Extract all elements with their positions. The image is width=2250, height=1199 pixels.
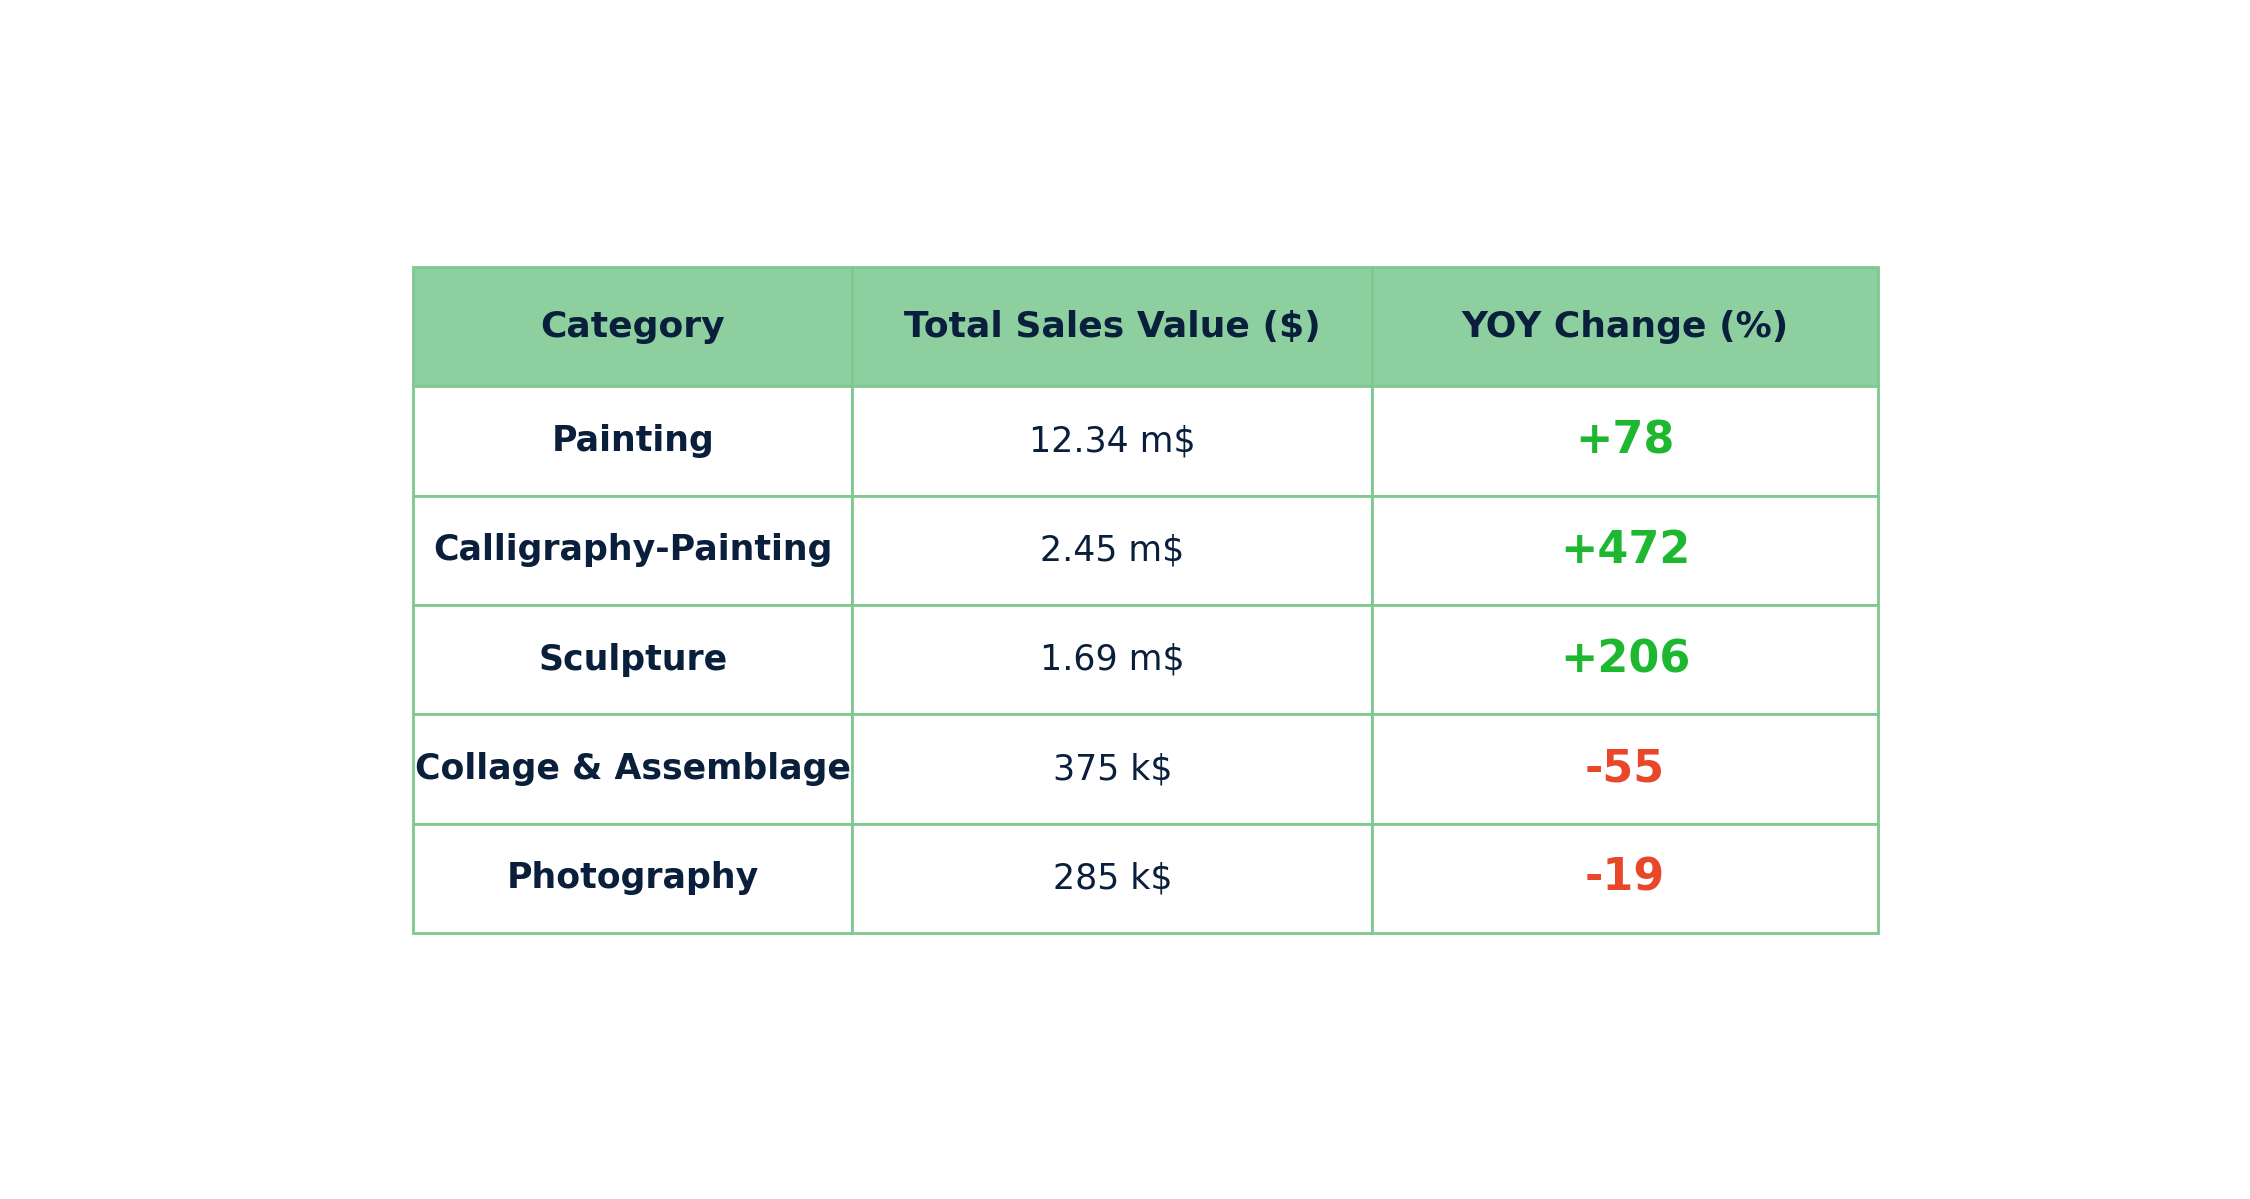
FancyBboxPatch shape xyxy=(853,386,1372,495)
Text: Category: Category xyxy=(540,309,724,344)
Text: Collage & Assemblage: Collage & Assemblage xyxy=(414,752,850,787)
FancyBboxPatch shape xyxy=(1372,267,1879,386)
Text: 12.34 m$: 12.34 m$ xyxy=(1028,424,1195,458)
FancyBboxPatch shape xyxy=(1372,715,1879,824)
Text: 375 k$: 375 k$ xyxy=(1053,752,1172,787)
Text: Painting: Painting xyxy=(551,424,713,458)
FancyBboxPatch shape xyxy=(853,824,1372,933)
FancyBboxPatch shape xyxy=(853,495,1372,605)
FancyBboxPatch shape xyxy=(414,386,853,495)
FancyBboxPatch shape xyxy=(414,824,853,933)
Text: +78: +78 xyxy=(1575,420,1674,463)
Text: Photography: Photography xyxy=(506,861,758,896)
Text: Sculpture: Sculpture xyxy=(538,643,727,676)
FancyBboxPatch shape xyxy=(853,605,1372,715)
Text: YOY Change (%): YOY Change (%) xyxy=(1462,309,1789,344)
Text: 1.69 m$: 1.69 m$ xyxy=(1040,643,1186,676)
FancyBboxPatch shape xyxy=(853,267,1372,386)
FancyBboxPatch shape xyxy=(1372,824,1879,933)
FancyBboxPatch shape xyxy=(414,495,853,605)
Text: 2.45 m$: 2.45 m$ xyxy=(1040,534,1184,567)
Text: +206: +206 xyxy=(1559,638,1690,681)
FancyBboxPatch shape xyxy=(853,715,1372,824)
Text: -55: -55 xyxy=(1584,748,1665,790)
Text: +472: +472 xyxy=(1559,529,1690,572)
FancyBboxPatch shape xyxy=(1372,386,1879,495)
FancyBboxPatch shape xyxy=(414,267,853,386)
FancyBboxPatch shape xyxy=(414,715,853,824)
FancyBboxPatch shape xyxy=(1372,605,1879,715)
FancyBboxPatch shape xyxy=(1372,495,1879,605)
Text: Calligraphy-Painting: Calligraphy-Painting xyxy=(432,534,832,567)
FancyBboxPatch shape xyxy=(414,605,853,715)
Text: 285 k$: 285 k$ xyxy=(1053,861,1172,896)
Text: -19: -19 xyxy=(1584,857,1665,900)
Text: Total Sales Value ($): Total Sales Value ($) xyxy=(904,309,1321,344)
